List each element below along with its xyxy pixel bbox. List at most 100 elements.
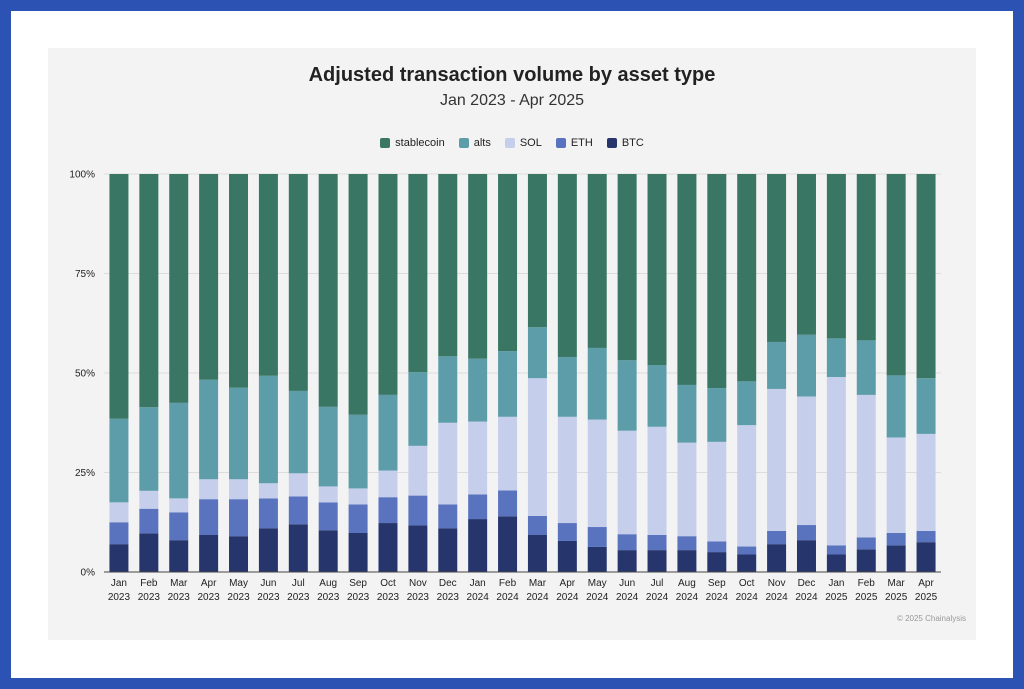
bar-segment-stablecoin	[557, 174, 577, 358]
bar-segment-btc	[288, 524, 308, 572]
bar-segment-stablecoin	[826, 174, 846, 339]
legend-label-stablecoin: stablecoin	[395, 137, 445, 149]
bar-segment-sol	[408, 445, 428, 496]
bar-segment-btc	[498, 516, 518, 572]
x-tick-month: Jul	[292, 578, 305, 589]
bar-segment-eth	[229, 499, 249, 537]
bar-segment-eth	[169, 512, 189, 541]
x-tick-year: 2023	[287, 592, 310, 603]
bar-segment-alts	[229, 387, 249, 480]
bar-segment-alts	[109, 418, 129, 503]
bar-segment-stablecoin	[587, 174, 607, 348]
bar-segment-alts	[408, 372, 428, 446]
bar-segment-eth	[707, 541, 727, 553]
x-tick-year: 2024	[736, 592, 759, 603]
bar-segment-eth	[677, 536, 697, 551]
bar-segment-eth	[498, 490, 518, 517]
x-tick-year: 2023	[108, 592, 131, 603]
x-tick-year: 2023	[377, 592, 400, 603]
y-tick-label: 0%	[81, 568, 96, 579]
bar-segment-alts	[557, 357, 577, 417]
x-tick-year: 2024	[496, 592, 519, 603]
bar-segment-sol	[856, 394, 876, 538]
x-tick-month: May	[229, 578, 248, 589]
bar-segment-stablecoin	[468, 174, 488, 359]
bar-segment-sol	[767, 388, 787, 532]
bar-segment-alts	[468, 358, 488, 422]
bar-segment-eth	[587, 527, 607, 547]
bar-segment-eth	[288, 496, 308, 525]
bar-segment-eth	[527, 515, 547, 535]
bar-segment-btc	[557, 540, 577, 572]
bar-segment-btc	[229, 536, 249, 572]
x-tick-year: 2024	[526, 592, 549, 603]
x-tick-year: 2024	[676, 592, 699, 603]
bar-segment-alts	[737, 381, 757, 426]
bar-segment-sol	[737, 425, 757, 547]
bar-segment-stablecoin	[737, 174, 757, 382]
bar-segment-stablecoin	[199, 174, 219, 380]
bar-segment-stablecoin	[348, 174, 368, 415]
bar-segment-alts	[288, 390, 308, 474]
x-tick-year: 2024	[616, 592, 639, 603]
bar-segment-btc	[109, 544, 129, 572]
legend-swatch-stablecoin	[380, 138, 391, 148]
x-tick-year: 2023	[317, 592, 340, 603]
bar-segment-btc	[169, 540, 189, 572]
bar-segment-btc	[468, 519, 488, 572]
x-tick-year: 2024	[706, 592, 729, 603]
bar-segment-stablecoin	[796, 174, 816, 335]
x-tick-month: Jan	[470, 578, 486, 589]
x-tick-month: Dec	[798, 578, 816, 589]
x-tick-year: 2023	[138, 592, 161, 603]
bar-segment-btc	[677, 550, 697, 572]
x-tick-year: 2023	[168, 592, 191, 603]
bar-segment-alts	[378, 394, 398, 471]
legend-label-sol: SOL	[519, 137, 542, 149]
bar-segment-btc	[826, 554, 846, 572]
bar-segment-stablecoin	[408, 174, 428, 373]
bar-segment-btc	[796, 540, 816, 572]
bar-segment-eth	[617, 534, 637, 551]
bar-segment-alts	[498, 351, 518, 417]
bar-segment-eth	[378, 497, 398, 524]
x-tick-month: Jan	[828, 578, 844, 589]
bar-segment-alts	[886, 375, 906, 438]
bar-segment-stablecoin	[169, 174, 189, 403]
bar-segment-stablecoin	[647, 174, 667, 366]
x-tick-month: Sep	[708, 578, 726, 589]
x-tick-month: Jan	[111, 578, 127, 589]
bar-segment-alts	[856, 340, 876, 395]
bar-segment-btc	[348, 532, 368, 572]
x-tick-year: 2023	[198, 592, 221, 603]
bar-segment-stablecoin	[916, 174, 936, 379]
x-tick-month: Aug	[678, 578, 696, 589]
chart-subtitle: Jan 2023 - Apr 2025	[439, 92, 585, 109]
bar-segment-eth	[318, 502, 338, 531]
bar-segment-eth	[826, 545, 846, 555]
bar-segment-sol	[557, 416, 577, 524]
bar-segment-stablecoin	[318, 174, 338, 407]
bar-segment-btc	[916, 542, 936, 572]
x-tick-year: 2025	[915, 592, 938, 603]
bar-segment-alts	[707, 388, 727, 442]
x-tick-year: 2023	[437, 592, 460, 603]
bar-segment-alts	[587, 347, 607, 420]
x-tick-month: Nov	[768, 578, 786, 589]
bar-segment-eth	[408, 495, 428, 526]
legend-item-sol: SOL	[504, 137, 542, 149]
bar-segment-stablecoin	[109, 174, 129, 419]
bar-segment-alts	[647, 365, 667, 427]
bar-segment-stablecoin	[767, 174, 787, 342]
bar-segment-sol	[826, 376, 846, 546]
x-tick-month: Feb	[140, 578, 158, 589]
bar-segment-eth	[348, 504, 368, 533]
bar-segment-alts	[258, 375, 278, 484]
bar-segment-btc	[856, 549, 876, 572]
x-tick-month: Apr	[918, 578, 934, 589]
bar-segment-eth	[856, 537, 876, 550]
bar-segment-stablecoin	[258, 174, 278, 376]
bar-segment-stablecoin	[498, 174, 518, 352]
bar-segment-alts	[767, 341, 787, 389]
